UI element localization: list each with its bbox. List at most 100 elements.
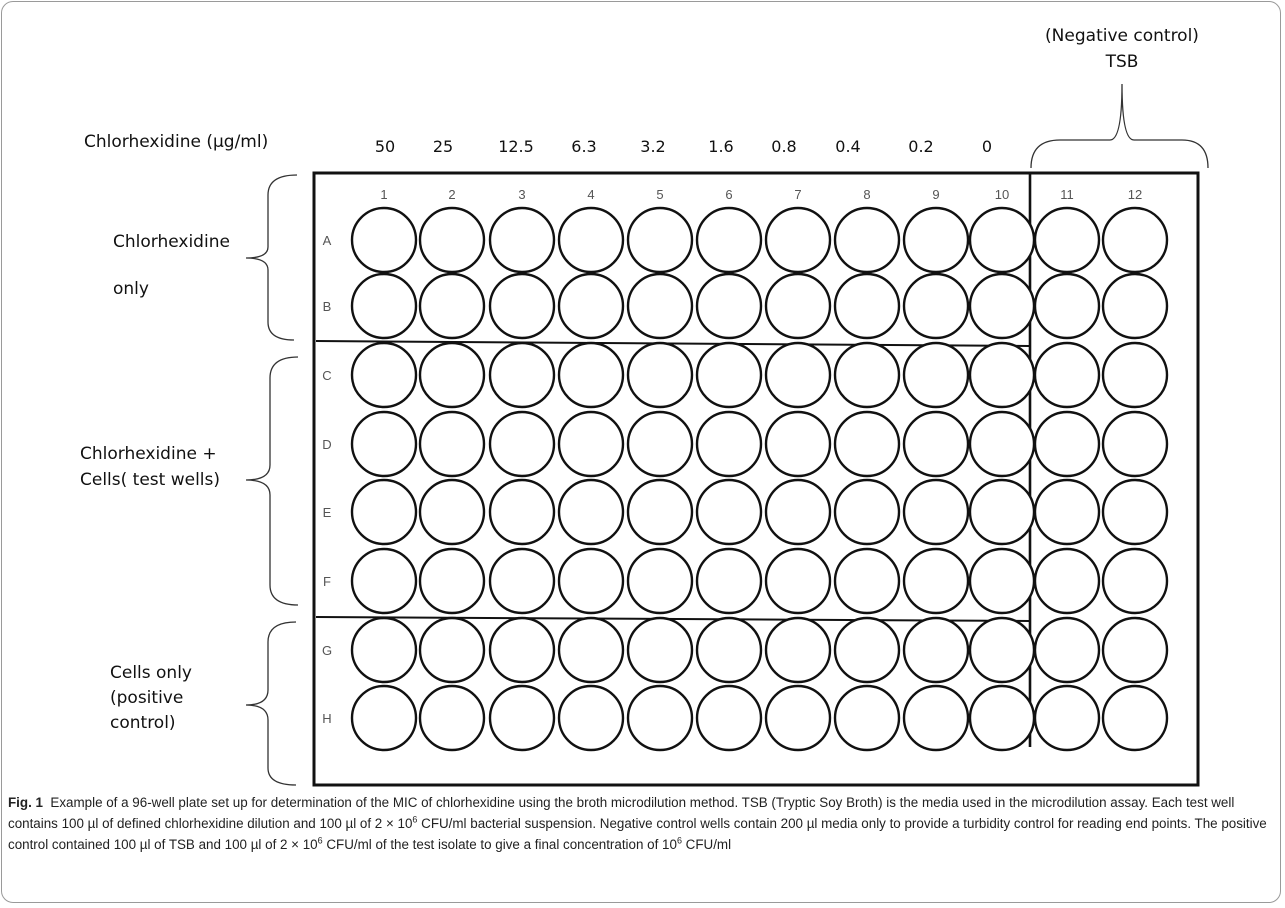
- negative-control-brace: [1030, 83, 1209, 169]
- concentration-labels: 50 25 12.5 6.3 3.2 1.6 0.8 0.4 0.2 0: [375, 137, 992, 156]
- group-label-test-wells-1: Chlorhexidine +: [80, 444, 217, 464]
- well-G5: [626, 616, 694, 684]
- well-D8: [833, 410, 901, 478]
- well-B1: [350, 272, 418, 340]
- well-E6: [695, 478, 763, 546]
- concentration-label: 0.8: [771, 137, 796, 156]
- concentration-label: 25: [433, 137, 453, 156]
- well-D2: [418, 410, 486, 478]
- well-E11: [1033, 478, 1101, 546]
- well-B10: [968, 272, 1036, 340]
- well-H6: [695, 684, 763, 752]
- concentration-label: 6.3: [571, 137, 596, 156]
- column-label: 10: [995, 187, 1009, 202]
- well-F12: [1101, 547, 1169, 615]
- row-label: C: [322, 368, 331, 383]
- well-G6: [695, 616, 763, 684]
- column-label: 2: [448, 187, 455, 202]
- well-H5: [626, 684, 694, 752]
- well-B7: [764, 272, 832, 340]
- well-E10: [968, 478, 1036, 546]
- well-B8: [833, 272, 901, 340]
- well-C3: [488, 341, 556, 409]
- well-D12: [1101, 410, 1169, 478]
- well-C6: [695, 341, 763, 409]
- well-E9: [902, 478, 970, 546]
- well-D10: [968, 410, 1036, 478]
- column-label: 3: [518, 187, 525, 202]
- group-label-positive-control-3: control): [110, 713, 176, 733]
- column-labels: 1 2 3 4 5 6 7 8 9 10 11 12: [380, 187, 1142, 202]
- plate-outline: [312, 171, 1200, 787]
- well-D1: [350, 410, 418, 478]
- concentration-label: 50: [375, 137, 395, 156]
- caption-text-a: Example of a 96-well plate set up for de…: [8, 795, 1235, 831]
- well-C2: [418, 341, 486, 409]
- caption-sup-a: 6: [412, 814, 418, 825]
- well-D5: [626, 410, 694, 478]
- well-E2: [418, 478, 486, 546]
- group-label-chlorhexidine-only-2: only: [113, 279, 149, 299]
- column-label: 4: [587, 187, 594, 202]
- well-E1: [350, 478, 418, 546]
- well-G11: [1033, 616, 1101, 684]
- well-G8: [833, 616, 901, 684]
- well-G4: [557, 616, 625, 684]
- row-label: E: [323, 505, 332, 520]
- well-A8: [833, 206, 901, 274]
- well-F6: [695, 547, 763, 615]
- negative-control-media-label: TSB: [1105, 52, 1139, 72]
- column-label: 5: [656, 187, 663, 202]
- wells: [350, 206, 1169, 752]
- well-G3: [488, 616, 556, 684]
- well-A9: [902, 206, 970, 274]
- well-H7: [764, 684, 832, 752]
- well-B2: [418, 272, 486, 340]
- well-G1: [350, 616, 418, 684]
- well-G12: [1101, 616, 1169, 684]
- column-label: 12: [1128, 187, 1142, 202]
- well-A10: [968, 206, 1036, 274]
- column-label: 9: [932, 187, 939, 202]
- group-divider-bottom: [315, 616, 1030, 622]
- well-H11: [1033, 684, 1101, 752]
- well-F11: [1033, 547, 1101, 615]
- well-C1: [350, 341, 418, 409]
- well-F9: [902, 547, 970, 615]
- well-C8: [833, 341, 901, 409]
- well-H10: [968, 684, 1036, 752]
- row-label: G: [322, 643, 332, 658]
- well-A7: [764, 206, 832, 274]
- well-G9: [902, 616, 970, 684]
- well-A2: [418, 206, 486, 274]
- well-E12: [1101, 478, 1169, 546]
- well-C9: [902, 341, 970, 409]
- caption-text-c: CFU/ml of the test isolate to give a fin…: [322, 837, 677, 852]
- well-B3: [488, 272, 556, 340]
- well-A5: [626, 206, 694, 274]
- group-label-positive-control-2: (positive: [110, 688, 183, 708]
- well-D3: [488, 410, 556, 478]
- well-H3: [488, 684, 556, 752]
- well-C5: [626, 341, 694, 409]
- group-label-positive-control-1: Cells only: [110, 663, 192, 683]
- group-label-chlorhexidine-only-1: Chlorhexidine: [113, 232, 230, 252]
- caption-sup-c: 6: [676, 835, 682, 846]
- column-label: 6: [725, 187, 732, 202]
- well-A6: [695, 206, 763, 274]
- row-label: B: [323, 299, 332, 314]
- concentration-label: 0: [982, 137, 992, 156]
- well-C4: [557, 341, 625, 409]
- column-label: 7: [794, 187, 801, 202]
- well-D6: [695, 410, 763, 478]
- well-E4: [557, 478, 625, 546]
- caption-sup-b: 6: [317, 835, 323, 846]
- well-F10: [968, 547, 1036, 615]
- well-C10: [968, 341, 1036, 409]
- well-B11: [1033, 272, 1101, 340]
- well-F5: [626, 547, 694, 615]
- caption-text-b: CFU/ml bacterial suspension. Negative co…: [8, 816, 1267, 852]
- figure-caption: Fig. 1 Example of a 96-well plate set up…: [8, 792, 1276, 855]
- well-A3: [488, 206, 556, 274]
- well-C7: [764, 341, 832, 409]
